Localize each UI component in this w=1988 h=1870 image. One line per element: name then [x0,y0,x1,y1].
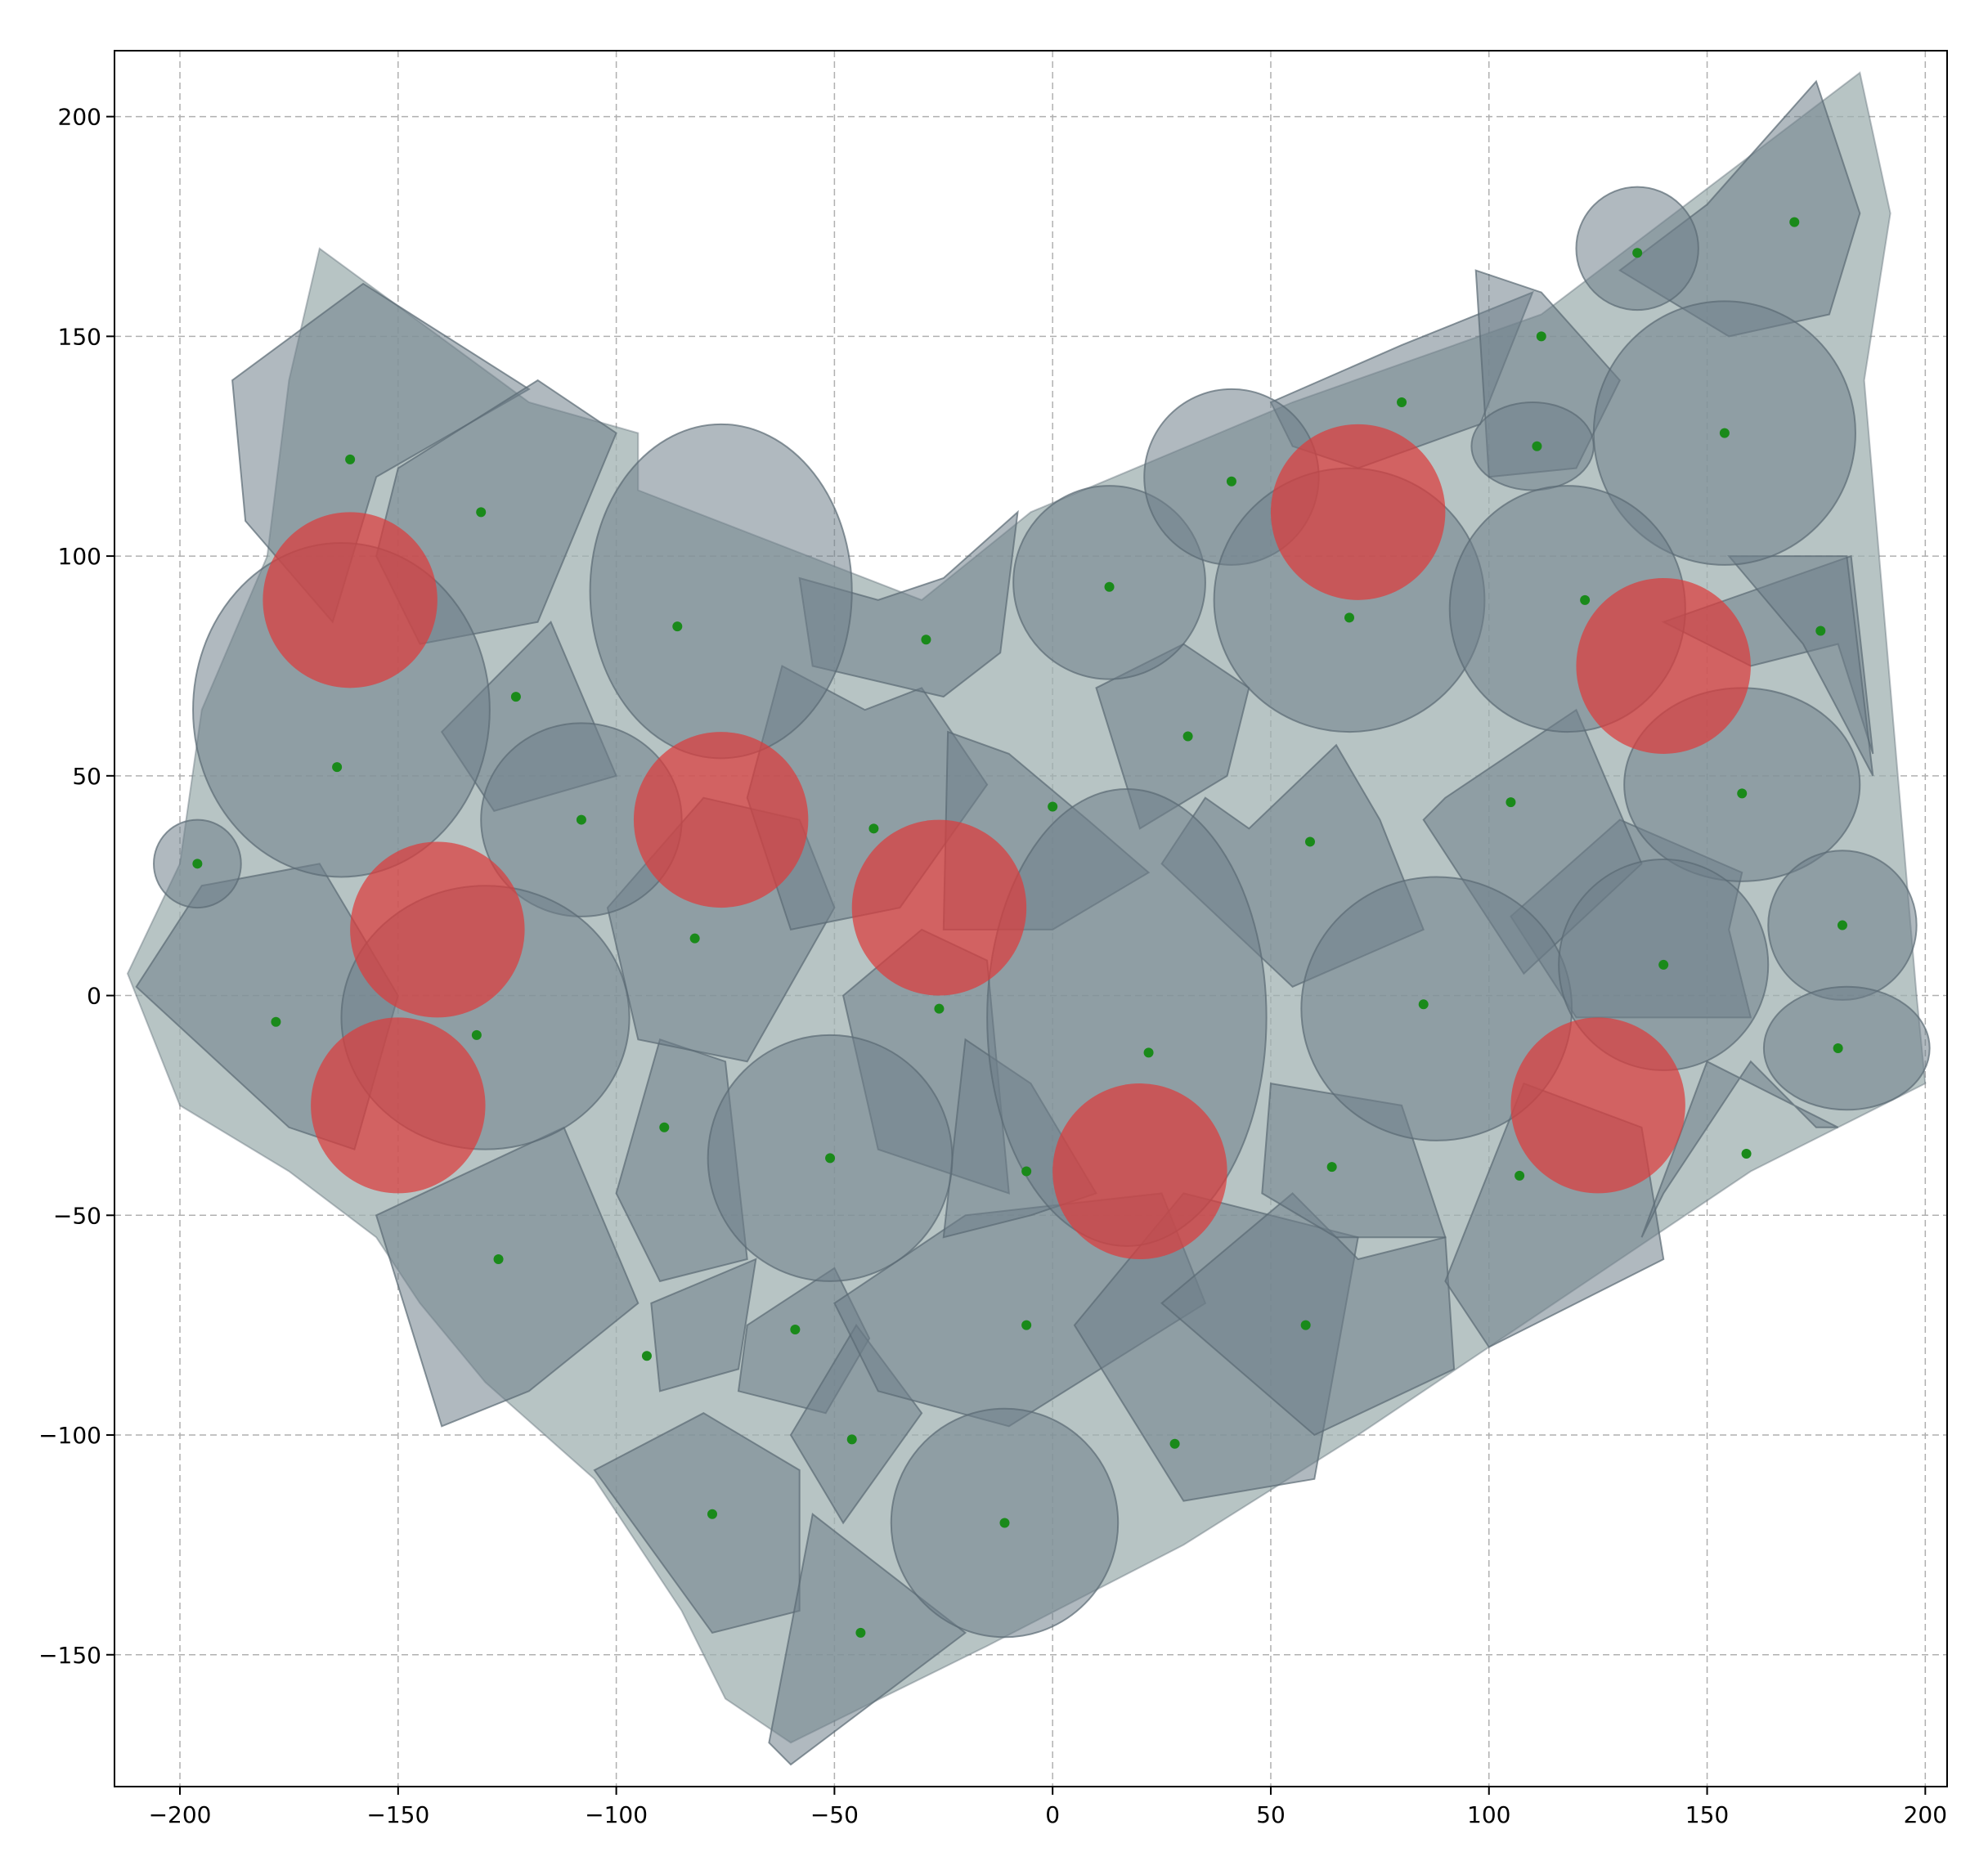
red-circle [633,732,809,908]
data-point [1169,1438,1180,1449]
data-point [1532,441,1542,451]
data-point [1143,1047,1154,1058]
x-tick-label: −50 [810,1801,859,1828]
data-point [1021,1320,1032,1330]
red-circle [311,1017,486,1194]
data-point [1304,836,1315,847]
y-tick-label: −50 [53,1202,101,1229]
data-point [1536,331,1546,342]
x-tick-label: −200 [149,1801,212,1828]
data-point [707,1509,717,1519]
data-point [1182,731,1193,742]
data-point [192,859,203,869]
red-circle [851,819,1027,996]
data-point [1580,594,1591,605]
data-point [493,1254,504,1265]
data-point [576,814,586,825]
data-point [1344,612,1355,623]
circle-piece [589,423,853,760]
polygon-piece [768,1513,967,1766]
polygon-piece [1727,555,1874,777]
data-point [855,1627,866,1638]
y-tick-label: 200 [58,104,101,131]
data-point [934,1003,945,1014]
x-tick-label: 100 [1467,1801,1510,1828]
data-point [1326,1162,1337,1173]
red-circle [1052,1083,1227,1260]
data-point [1833,1043,1843,1054]
data-point [689,933,700,944]
point-layer [192,217,1847,1638]
data-point [1021,1166,1032,1177]
y-tick-label: 0 [87,983,101,1010]
data-point [1226,476,1236,487]
data-point [1719,428,1730,438]
data-point [1837,920,1847,931]
data-point [332,762,343,773]
data-point [921,635,931,645]
data-point [790,1325,801,1335]
data-point [1658,959,1669,970]
data-point [1418,999,1429,1010]
data-point [1104,581,1115,592]
data-layer [126,71,1931,1766]
y-tick-label: 100 [58,543,101,570]
red-circle [263,512,438,688]
data-point [825,1153,836,1164]
red-circle [350,841,525,1018]
polygon-piece [1640,1060,1839,1238]
data-point [1300,1320,1311,1330]
y-tick-label: −150 [38,1642,101,1669]
data-point [846,1434,857,1445]
data-point [510,692,521,702]
x-tick-label: 0 [1045,1801,1060,1828]
x-tick-label: 150 [1685,1801,1729,1828]
data-point [1815,626,1826,636]
data-point [1632,248,1643,258]
data-point [999,1518,1010,1528]
data-point [1048,801,1058,812]
tick-layer: −200 −150 −100 −50 0 50 100 150 200 −150 −100 −50 0 5… [38,104,1947,1828]
data-point [476,507,487,518]
x-tick-label: −150 [366,1801,429,1828]
y-tick-label: 50 [72,763,101,790]
data-point [1789,217,1800,227]
data-point [271,1016,281,1027]
red-circle [1576,577,1751,754]
x-tick-label: 50 [1256,1801,1286,1828]
data-point [868,823,879,834]
red-circle [1270,424,1446,600]
x-tick-label: −100 [585,1801,648,1828]
y-tick-label: −100 [38,1422,101,1449]
polygon-piece [593,1412,801,1635]
data-point [659,1122,670,1132]
data-point [1515,1170,1525,1181]
polygon-piece [1160,1192,1456,1437]
data-point [1737,788,1748,799]
data-point [1741,1149,1752,1159]
red-circle-layer [263,424,1751,1260]
y-tick-label: 150 [58,323,101,350]
data-point [1397,397,1407,407]
circle-piece [1762,985,1931,1111]
data-point [471,1029,482,1040]
data-point [345,454,356,464]
data-point [641,1351,652,1361]
x-tick-label: 200 [1904,1801,1947,1828]
red-circle [1510,1017,1685,1194]
polygon-piece [650,1258,757,1392]
data-point [672,621,683,632]
axes-frame [114,50,1948,1787]
data-point [1506,797,1516,808]
